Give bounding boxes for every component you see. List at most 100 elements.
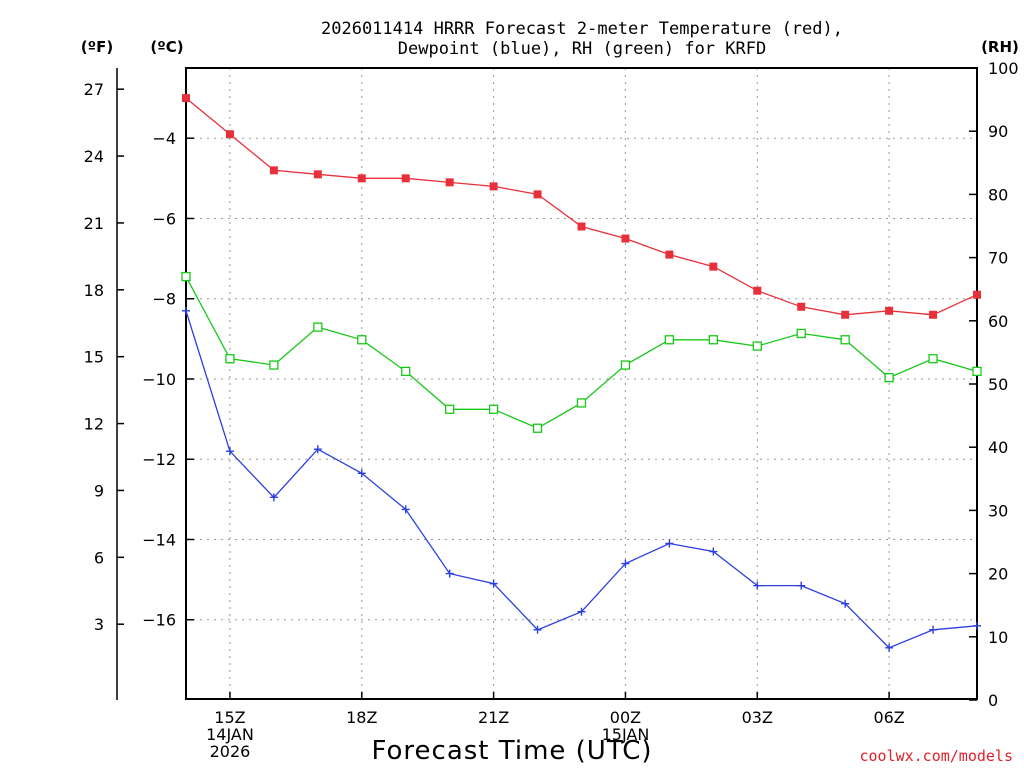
celsius-axis: −16 −14 −12 −10 −8 −6 −4 (142, 129, 194, 630)
series-layer (181, 94, 982, 652)
dewpoint-point (445, 569, 454, 578)
rh-tick-label: 30 (988, 501, 1008, 520)
temperature-point (225, 130, 234, 139)
temperature-point (313, 170, 322, 179)
fahrenheit-tick-label: 3 (94, 615, 104, 634)
time-tick-label: 14JAN (206, 725, 254, 744)
rh-tick-label: 50 (988, 375, 1008, 394)
rh-point (488, 404, 499, 414)
rh-point (620, 360, 631, 370)
rh-point (401, 366, 411, 377)
temperature-point (357, 174, 366, 183)
fahrenheit-tick-label: 24 (84, 147, 104, 166)
rh-tick-label: 0 (988, 691, 998, 710)
rh-point (796, 328, 806, 339)
temperature-line (185, 97, 978, 316)
rh-point (884, 373, 894, 383)
fahrenheit-tick-label: 18 (84, 281, 104, 300)
chart-title-line2: Dewpoint (blue), RH (green) for KRFD (398, 39, 766, 59)
rh-point (840, 335, 850, 345)
rh-point (445, 404, 455, 414)
rh-tick-label: 60 (988, 312, 1008, 331)
rh-point (928, 354, 938, 364)
rh-point (181, 271, 191, 282)
time-tick-label: 2026 (210, 742, 251, 761)
dewpoint-point (313, 445, 322, 454)
temperature-point (709, 262, 718, 271)
fahrenheit-axis: 3 6 9 12 15 18 21 24 27 (84, 80, 124, 634)
dewpoint-series (182, 306, 981, 652)
grid-lines (186, 68, 977, 700)
rh-tick-label: 100 (988, 59, 1019, 78)
rh-axis: 0 10 20 30 40 50 60 70 80 90 100 (969, 59, 1019, 710)
temperature-point (665, 250, 674, 259)
dewpoint-point (665, 539, 674, 548)
temperature-point (753, 286, 762, 295)
celsius-unit-label: (ºC) (150, 38, 183, 56)
celsius-tick-label: −6 (152, 209, 176, 228)
temperature-point (489, 182, 498, 191)
dewpoint-point (621, 559, 630, 568)
fahrenheit-tick-label: 6 (94, 548, 104, 567)
dewpoint-point (401, 505, 410, 514)
fahrenheit-tick-label: 15 (84, 348, 104, 367)
dewpoint-point (225, 447, 234, 456)
fahrenheit-unit-label: (ºF) (81, 38, 113, 56)
rh-tick-label: 10 (988, 628, 1008, 647)
rh-point (269, 360, 279, 370)
rh-point (357, 335, 367, 345)
dewpoint-line (185, 310, 978, 649)
dewpoint-point (577, 607, 586, 616)
rh-point (972, 366, 982, 377)
time-tick-label: 00Z (610, 708, 641, 727)
fahrenheit-tick-label: 9 (94, 481, 104, 500)
rh-tick-label: 70 (988, 249, 1008, 268)
source-credit: coolwx.com/models (859, 747, 1013, 765)
temperature-point (182, 94, 190, 103)
rh-tick-label: 90 (988, 122, 1008, 141)
rh-point (532, 423, 543, 433)
rh-tick-label: 80 (988, 185, 1008, 204)
time-tick-label: 21Z (478, 708, 509, 727)
dewpoint-point (533, 625, 542, 634)
temperature-point (401, 174, 410, 183)
temperature-point (269, 166, 278, 175)
temperature-point (533, 190, 542, 199)
temperature-point (929, 310, 938, 319)
fahrenheit-tick-label: 27 (84, 80, 104, 99)
rh-tick-label: 40 (988, 438, 1008, 457)
temperature-point (885, 306, 894, 315)
dewpoint-point (797, 581, 806, 590)
rh-point (225, 354, 235, 364)
dewpoint-point (182, 306, 190, 315)
rh-point (708, 335, 718, 345)
temperature-point (621, 234, 630, 243)
temperature-point (973, 290, 981, 299)
chart-title-line1: 2026011414 HRRR Forecast 2-meter Tempera… (321, 19, 843, 39)
temperature-point (577, 222, 586, 231)
celsius-tick-label: −4 (152, 129, 176, 148)
dewpoint-point (929, 625, 938, 634)
celsius-tick-label: −14 (142, 530, 176, 549)
rh-point (664, 335, 675, 345)
temperature-series (182, 94, 981, 319)
celsius-tick-label: −16 (142, 611, 176, 630)
fahrenheit-tick-label: 12 (84, 415, 104, 434)
time-tick-label: 15JAN (602, 725, 650, 744)
time-tick-label: 06Z (873, 708, 904, 727)
dewpoint-point (973, 621, 981, 630)
dewpoint-point (841, 599, 850, 608)
rh-unit-label: (RH) (981, 38, 1019, 56)
x-axis-label: Forecast Time (UTC) (371, 736, 652, 766)
plot-frame (185, 67, 978, 700)
dewpoint-point (489, 579, 498, 588)
time-tick-label: 18Z (346, 708, 377, 727)
celsius-tick-label: −12 (142, 450, 176, 469)
temperature-point (797, 302, 806, 311)
dewpoint-point (753, 581, 762, 590)
rh-point (576, 398, 587, 408)
rh-tick-label: 20 (988, 565, 1008, 584)
time-tick-label: 15Z (214, 708, 245, 727)
